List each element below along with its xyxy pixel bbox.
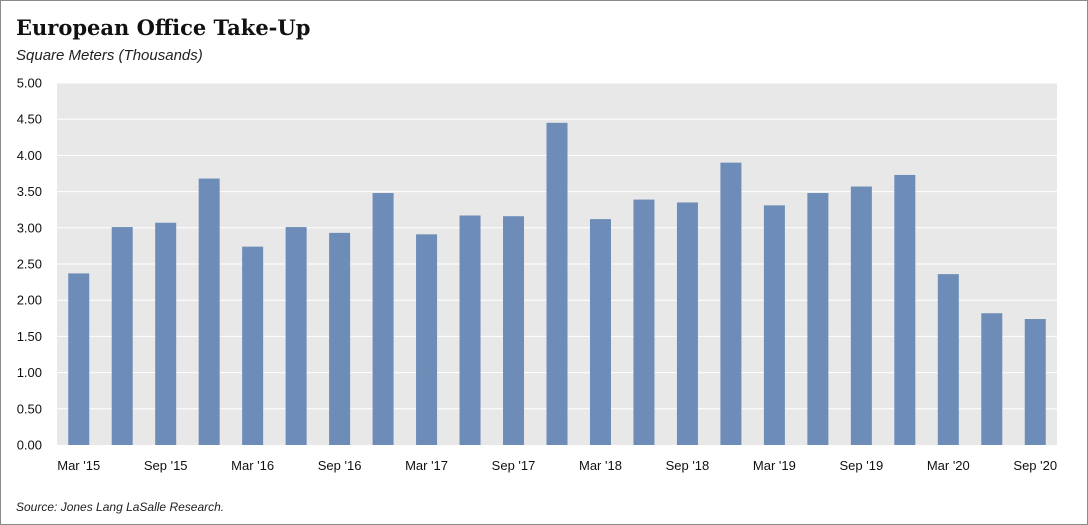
bar [198, 178, 220, 445]
bar [981, 313, 1003, 445]
bar [546, 122, 568, 445]
bar [68, 273, 90, 445]
bar [763, 205, 785, 445]
y-axis: 0.00 0.50 1.00 1.50 2.00 2.50 3.00 3.50 4.00 4.50… [17, 76, 42, 453]
chart-source: Source: Jones Lang LaSalle Research. [16, 500, 225, 514]
bar [372, 193, 394, 445]
x-tick-label: Mar '20 [927, 458, 970, 473]
x-tick-label: Sep '16 [318, 458, 362, 473]
bar [459, 215, 481, 445]
chart-title: European Office Take-Up [16, 15, 311, 40]
y-tick-label: 1.50 [17, 329, 42, 344]
y-tick-label: 5.00 [17, 76, 42, 91]
bar [633, 199, 655, 445]
x-tick-label: Mar '15 [57, 458, 100, 473]
y-tick-label: 3.50 [17, 184, 42, 199]
bar [329, 232, 351, 445]
bar [937, 274, 959, 445]
x-tick-label: Mar '19 [753, 458, 796, 473]
x-tick-label: Sep '19 [840, 458, 884, 473]
x-tick-label: Sep '18 [666, 458, 710, 473]
y-tick-label: 3.00 [17, 220, 42, 235]
bars [68, 122, 1046, 446]
bar [416, 234, 438, 445]
y-tick-label: 2.50 [17, 257, 42, 272]
x-tick-label: Sep '17 [492, 458, 536, 473]
y-tick-label: 0.50 [17, 401, 42, 416]
x-tick-label: Mar '17 [405, 458, 448, 473]
y-tick-label: 4.50 [17, 112, 42, 127]
bar [111, 227, 133, 445]
x-tick-label: Mar '16 [231, 458, 274, 473]
y-tick-label: 4.00 [17, 148, 42, 163]
bar [242, 246, 264, 445]
bar [676, 202, 698, 445]
bar [1024, 319, 1046, 445]
bar [894, 174, 916, 445]
bar [589, 219, 611, 445]
bar [503, 216, 525, 445]
bar [720, 162, 742, 445]
bar [850, 186, 872, 446]
x-axis: Mar '15 Sep '15 Mar '16 Sep '16 Mar '17 Sep '… [57, 458, 1057, 473]
y-tick-label: 0.00 [17, 438, 42, 453]
chart-subtitle: Square Meters (Thousands) [16, 47, 203, 64]
bar [807, 193, 829, 445]
bar [155, 222, 177, 445]
x-tick-label: Mar '18 [579, 458, 622, 473]
y-tick-label: 1.00 [17, 365, 42, 380]
x-tick-label: Sep '20 [1013, 458, 1057, 473]
y-tick-label: 2.00 [17, 293, 42, 308]
bar [285, 227, 307, 445]
x-tick-label: Sep '15 [144, 458, 188, 473]
